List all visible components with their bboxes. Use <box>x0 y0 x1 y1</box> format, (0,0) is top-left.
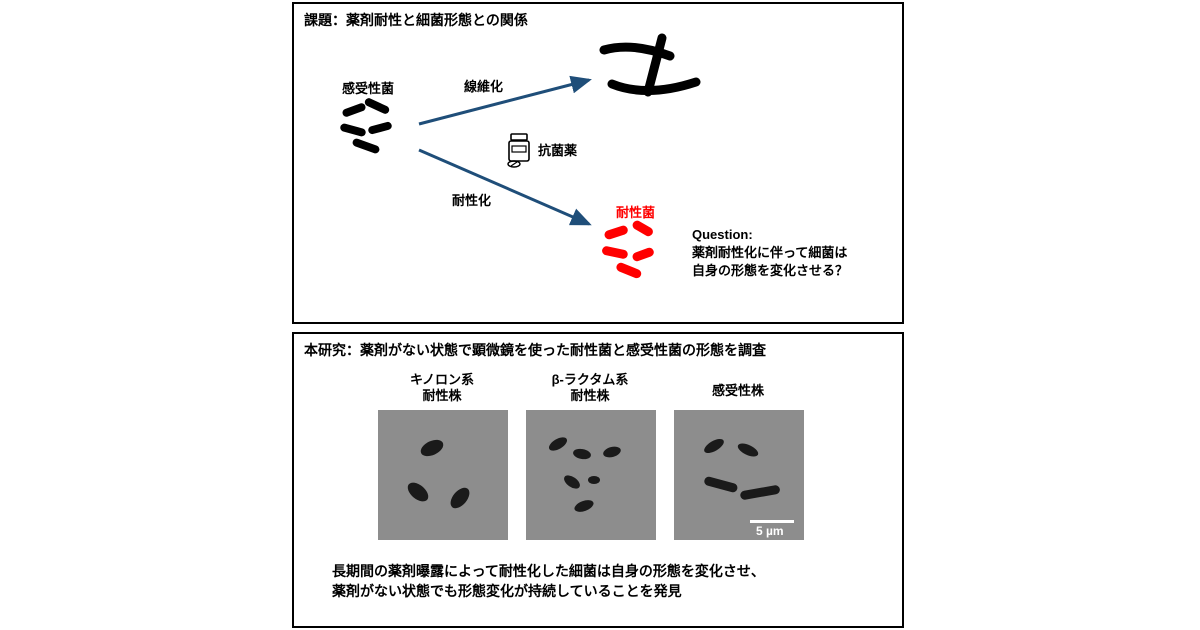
col0-l1: キノロン系 <box>410 372 474 387</box>
panel-bottom: 本研究：薬剤がない状態で顕微鏡を使った耐性菌と感受性菌の形態を調査 キノロン系 … <box>292 332 904 628</box>
col1-l2: 耐性株 <box>570 388 609 403</box>
col2-label: 感受性株 <box>678 380 798 399</box>
question-line1: 薬剤耐性化に伴って細菌は <box>692 244 847 262</box>
micrograph-sensitive: 5 µm <box>674 410 804 540</box>
label-sensitive: 感受性菌 <box>342 78 394 97</box>
question-line2: 自身の形態を変化させる？ <box>692 262 848 280</box>
fibrous-bacteria-icon <box>592 32 712 112</box>
scale-bar <box>750 520 794 523</box>
label-resistant-path: 耐性化 <box>452 190 491 209</box>
micrograph-betalactam <box>526 410 656 540</box>
arrow-fibre <box>414 72 604 132</box>
label-resistant: 耐性菌 <box>616 202 655 221</box>
conclusion-l2: 薬剤がない状態でも形態変化が持続していることを発見 <box>332 583 682 599</box>
col2-l1: 感受性株 <box>712 383 764 398</box>
label-fibre: 線維化 <box>464 76 503 95</box>
figure-frame: 課題：薬剤耐性と細菌形態との関係 感受性菌 線維化 耐性化 <box>292 0 908 630</box>
resistant-bacteria-icon <box>596 220 676 290</box>
question-heading: Question: <box>692 226 753 244</box>
scale-text: 5 µm <box>756 524 784 538</box>
col0-l2: 耐性株 <box>422 388 461 403</box>
panel-top-title: 課題：薬剤耐性と細菌形態との関係 <box>304 10 528 30</box>
micrograph-quinolone <box>378 410 508 540</box>
label-antibiotic: 抗菌薬 <box>538 140 577 159</box>
conclusion-l1: 長期間の薬剤曝露によって耐性化した細菌は自身の形態を変化させ、 <box>332 563 765 579</box>
panel-bottom-title: 本研究：薬剤がない状態で顕微鏡を使った耐性菌と感受性菌の形態を調査 <box>304 340 766 360</box>
col0-label: キノロン系 耐性株 <box>382 372 502 405</box>
panel-top: 課題：薬剤耐性と細菌形態との関係 感受性菌 線維化 耐性化 <box>292 2 904 324</box>
sensitive-bacteria-icon <box>334 96 414 166</box>
pill-bottle-icon <box>504 132 534 168</box>
conclusion: 長期間の薬剤曝露によって耐性化した細菌は自身の形態を変化させ、 薬剤がない状態で… <box>332 562 765 601</box>
col1-label: β-ラクタム系 耐性株 <box>530 372 650 405</box>
col1-l1: β-ラクタム系 <box>552 372 629 387</box>
